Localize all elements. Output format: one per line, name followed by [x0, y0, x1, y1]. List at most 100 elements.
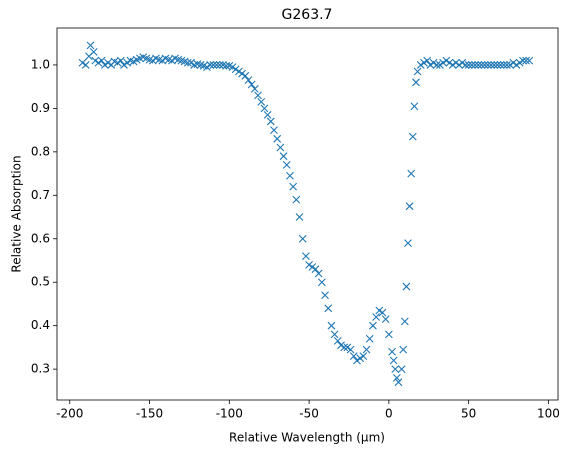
data-point [413, 67, 422, 76]
data-point [273, 134, 282, 143]
y-tick-label: 0.8 [31, 144, 50, 158]
data-point [490, 61, 499, 69]
data-point [522, 56, 530, 65]
data-point [483, 61, 492, 69]
data-point [333, 337, 342, 345]
data-point [340, 343, 349, 352]
data-point [206, 61, 215, 69]
data-point [412, 78, 420, 87]
data-point [471, 61, 479, 69]
data-point [270, 126, 278, 135]
data-point [81, 61, 90, 69]
data-point [397, 365, 406, 374]
data-point [432, 61, 441, 69]
chart-title: G263.7 [282, 7, 333, 23]
data-point [394, 378, 403, 387]
data-point [244, 76, 253, 85]
y-tick-label: 1.0 [31, 57, 50, 71]
data-point [330, 330, 339, 339]
data-point [369, 321, 377, 330]
data-point [257, 97, 266, 106]
data-point [298, 234, 307, 243]
data-point [209, 61, 218, 69]
data-point [359, 352, 368, 360]
data-point [525, 56, 534, 65]
data-point [250, 84, 259, 93]
data-point [212, 61, 221, 69]
data-point [400, 317, 409, 326]
data-point [477, 61, 486, 69]
data-point [254, 91, 262, 100]
data-point [327, 321, 336, 330]
data-point [408, 132, 417, 141]
data-point [362, 345, 371, 354]
data-point [404, 239, 412, 248]
data-point [97, 56, 106, 65]
x-tick-label: -150 [136, 407, 163, 421]
x-tick-label: 100 [537, 407, 560, 421]
data-point [321, 291, 329, 300]
data-point [405, 202, 414, 211]
data-point [215, 61, 224, 69]
data-point [480, 61, 489, 69]
data-point [302, 252, 310, 261]
data-point [295, 213, 304, 221]
data-point [410, 102, 419, 111]
data-point [183, 58, 192, 67]
x-tick-label: 0 [385, 407, 393, 421]
y-axis-label: Relative Absorption [10, 155, 24, 272]
data-point [282, 161, 291, 169]
y-tick-label: 0.5 [31, 275, 50, 289]
data-point [407, 169, 416, 178]
data-point [391, 365, 400, 374]
data-point [493, 61, 502, 69]
data-point [388, 347, 396, 356]
data-point [241, 71, 250, 80]
data-point [423, 56, 432, 65]
data-point [222, 61, 231, 70]
data-point [496, 61, 505, 69]
data-point [467, 61, 476, 69]
data-point [503, 61, 511, 69]
data-point [346, 345, 355, 354]
data-point [314, 269, 323, 278]
data-point [289, 182, 298, 191]
data-point [461, 61, 470, 69]
data-point [519, 56, 527, 65]
data-point [372, 313, 380, 321]
data-point [116, 56, 125, 65]
y-tick-label: 0.3 [31, 362, 50, 376]
data-point [499, 61, 508, 69]
data-point [365, 334, 374, 343]
x-tick-label: -100 [216, 407, 243, 421]
x-tick-label: 50 [461, 407, 476, 421]
data-point [292, 195, 301, 204]
plot-frame [56, 27, 559, 401]
data-point [317, 278, 326, 287]
data-point [487, 61, 495, 69]
data-point [399, 345, 408, 354]
x-tick-label: -50 [299, 407, 319, 421]
x-axis-label: Relative Wavelength (μm) [229, 431, 385, 445]
data-point [247, 80, 256, 89]
data-point [89, 48, 98, 56]
y-tick-label: 0.7 [31, 188, 50, 202]
data-point [474, 61, 483, 69]
y-tick-label: 0.6 [31, 231, 50, 245]
data-point [86, 41, 95, 50]
x-tick-label: -200 [56, 407, 83, 421]
y-tick-label: 0.4 [31, 318, 50, 332]
data-point [286, 171, 294, 180]
data-point [464, 61, 473, 69]
data-point [260, 104, 269, 113]
data-point [384, 330, 393, 339]
data-point [266, 117, 275, 126]
data-point [276, 143, 285, 152]
data-point [349, 352, 358, 360]
data-point [381, 315, 390, 324]
y-tick-label: 0.9 [31, 101, 50, 115]
data-point [378, 308, 387, 317]
data-point [263, 111, 272, 119]
data-point [402, 282, 411, 291]
